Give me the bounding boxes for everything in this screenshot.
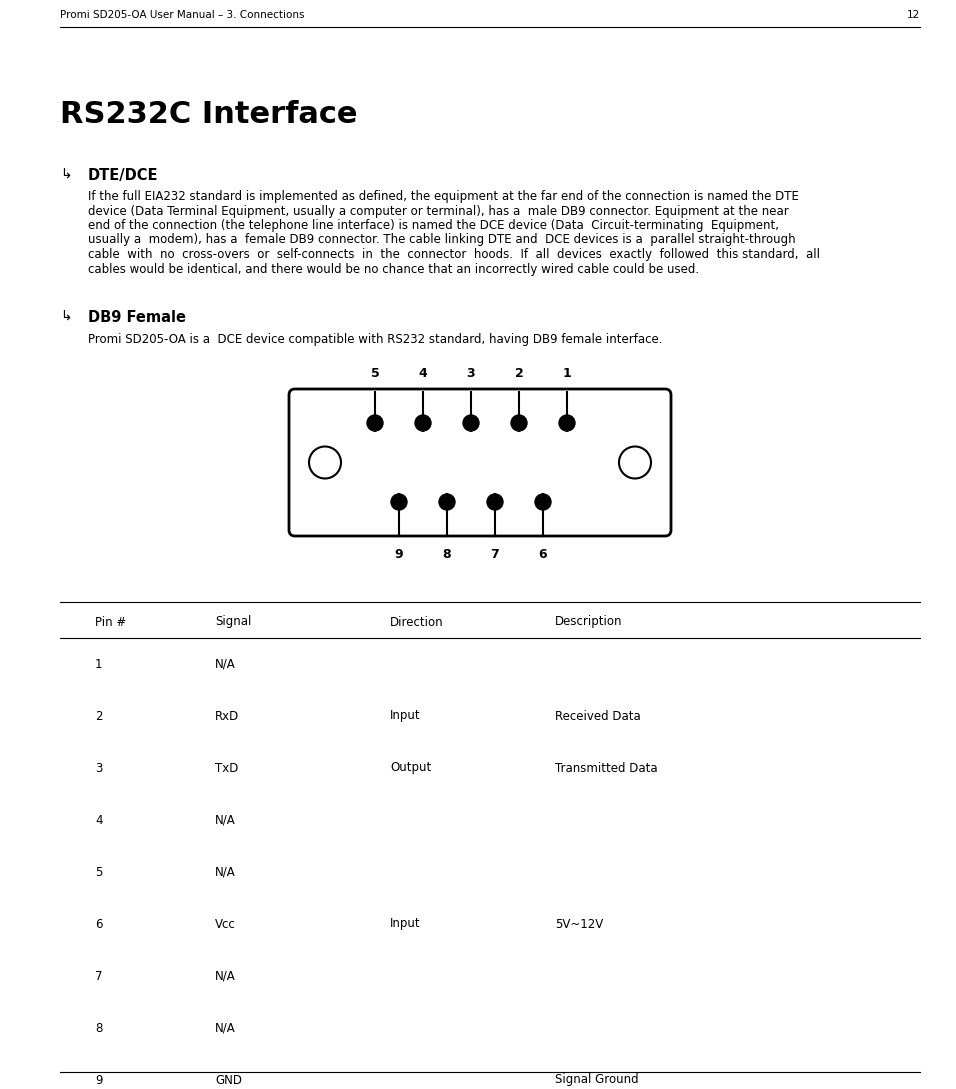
Text: 1: 1 xyxy=(563,367,572,380)
Circle shape xyxy=(391,494,407,510)
Text: 1: 1 xyxy=(95,658,102,671)
Text: 5V~12V: 5V~12V xyxy=(555,918,603,930)
Text: 4: 4 xyxy=(419,367,427,380)
Text: usually a  modem), has a  female DB9 connector. The cable linking DTE and  DCE d: usually a modem), has a female DB9 conne… xyxy=(88,233,795,246)
Text: DB9 Female: DB9 Female xyxy=(88,310,186,325)
Circle shape xyxy=(511,415,527,431)
Text: 7: 7 xyxy=(490,548,499,561)
Circle shape xyxy=(619,446,651,478)
Circle shape xyxy=(559,415,575,431)
Text: 4: 4 xyxy=(95,813,102,827)
Text: TxD: TxD xyxy=(215,761,238,774)
Text: Direction: Direction xyxy=(390,615,444,628)
Text: N/A: N/A xyxy=(215,969,236,982)
Text: Pin #: Pin # xyxy=(95,615,126,628)
Text: DTE/DCE: DTE/DCE xyxy=(88,168,159,183)
Text: 2: 2 xyxy=(95,710,102,722)
FancyBboxPatch shape xyxy=(289,389,671,536)
Text: N/A: N/A xyxy=(215,1021,236,1035)
Text: Received Data: Received Data xyxy=(555,710,641,722)
Text: Transmitted Data: Transmitted Data xyxy=(555,761,658,774)
Text: cables would be identical, and there would be no chance that an incorrectly wire: cables would be identical, and there wou… xyxy=(88,262,699,276)
Text: 7: 7 xyxy=(95,969,102,982)
Text: Input: Input xyxy=(390,710,421,722)
Text: 5: 5 xyxy=(95,866,102,879)
Text: N/A: N/A xyxy=(215,658,236,671)
Text: end of the connection (the telephone line interface) is named the DCE device (Da: end of the connection (the telephone lin… xyxy=(88,219,779,232)
Circle shape xyxy=(535,494,551,510)
Text: 6: 6 xyxy=(538,548,548,561)
Circle shape xyxy=(439,494,455,510)
Circle shape xyxy=(463,415,479,431)
Text: Signal Ground: Signal Ground xyxy=(555,1074,639,1087)
Text: Input: Input xyxy=(390,918,421,930)
Text: ↳: ↳ xyxy=(60,168,72,182)
Text: 2: 2 xyxy=(514,367,523,380)
Text: 9: 9 xyxy=(95,1074,102,1087)
Text: Promi SD205-OA is a  DCE device compatible with RS232 standard, having DB9 femal: Promi SD205-OA is a DCE device compatibl… xyxy=(88,333,663,346)
Text: 5: 5 xyxy=(371,367,380,380)
Text: RS232C Interface: RS232C Interface xyxy=(60,100,358,129)
Circle shape xyxy=(367,415,383,431)
Text: Description: Description xyxy=(555,615,622,628)
Text: If the full EIA232 standard is implemented as defined, the equipment at the far : If the full EIA232 standard is implement… xyxy=(88,189,799,203)
Text: N/A: N/A xyxy=(215,866,236,879)
Text: Signal: Signal xyxy=(215,615,251,628)
Text: ↳: ↳ xyxy=(60,310,72,325)
Text: 9: 9 xyxy=(395,548,403,561)
Text: GND: GND xyxy=(215,1074,242,1087)
Text: 6: 6 xyxy=(95,918,102,930)
Text: 8: 8 xyxy=(95,1021,102,1035)
Text: device (Data Terminal Equipment, usually a computer or terminal), has a  male DB: device (Data Terminal Equipment, usually… xyxy=(88,205,789,218)
Text: Vcc: Vcc xyxy=(215,918,236,930)
Circle shape xyxy=(487,494,503,510)
Text: RxD: RxD xyxy=(215,710,239,722)
Text: Promi SD205-OA User Manual – 3. Connections: Promi SD205-OA User Manual – 3. Connecti… xyxy=(60,10,305,20)
Circle shape xyxy=(415,415,431,431)
Text: Output: Output xyxy=(390,761,431,774)
Text: 3: 3 xyxy=(95,761,102,774)
Text: 3: 3 xyxy=(467,367,475,380)
Text: 8: 8 xyxy=(443,548,451,561)
Text: N/A: N/A xyxy=(215,813,236,827)
Text: cable  with  no  cross-overs  or  self-connects  in  the  connector  hoods.  If : cable with no cross-overs or self-connec… xyxy=(88,248,820,261)
Circle shape xyxy=(309,446,341,478)
Text: 12: 12 xyxy=(906,10,920,20)
